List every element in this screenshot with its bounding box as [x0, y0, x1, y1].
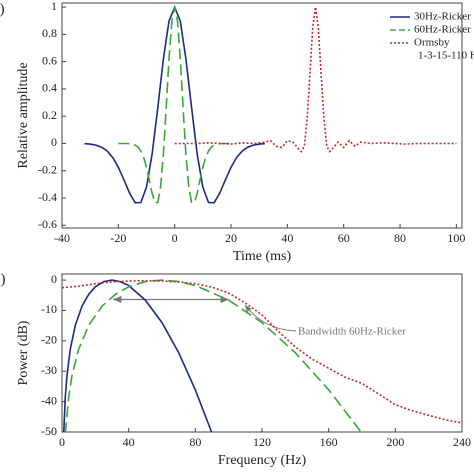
legend-subtext: 1-3-15-110 Hz: [418, 50, 474, 62]
x-tick-label: 40: [281, 231, 293, 245]
y-tick-label: 0.2: [42, 108, 57, 122]
x-tick-label: 160: [320, 435, 338, 449]
series-line: [62, 279, 462, 424]
y-tick-label: -50: [41, 424, 57, 438]
plot-frame: [61, 273, 463, 433]
y-tick-label: -0.6: [38, 217, 57, 231]
y-axis-label: Power (dB): [16, 320, 31, 385]
x-tick-label: -40: [54, 231, 70, 245]
x-tick-label: 40: [123, 435, 135, 449]
series-line: [118, 6, 231, 204]
y-tick-label: 0.6: [42, 53, 57, 67]
y-tick-label: -20: [41, 333, 57, 347]
annotation-arrow: [244, 304, 297, 332]
annotation: Bandwidth 60Hz-Ricker: [298, 326, 406, 338]
plot-frame: [61, 2, 463, 229]
y-tick-label: 0: [51, 272, 57, 286]
x-tick-label: 0: [172, 231, 178, 245]
y-tick-label: -10: [41, 302, 57, 316]
x-tick-label: 240: [453, 435, 471, 449]
x-tick-label: -20: [110, 231, 126, 245]
x-tick-label: 80: [394, 231, 406, 245]
series-line: [62, 279, 213, 432]
x-axis-label: Time (ms): [233, 249, 292, 264]
plot-area: [62, 279, 462, 432]
y-tick-label: 1: [51, 0, 57, 13]
x-tick-label: 0: [59, 435, 65, 449]
x-tick-label: 100: [447, 231, 465, 245]
y-tick-label: 0.4: [42, 81, 57, 95]
legend-label: 60Hz-Ricker: [414, 24, 471, 36]
y-tick-label: -0.2: [38, 162, 57, 176]
panel-label: a): [0, 1, 5, 17]
x-tick-label: 80: [189, 435, 201, 449]
x-tick-label: 200: [386, 435, 404, 449]
y-tick-label: -0.4: [38, 190, 57, 204]
y-tick-label: 0: [51, 135, 57, 149]
y-tick-label: -40: [41, 393, 57, 407]
series-line: [64, 279, 363, 432]
series-line: [84, 4, 265, 204]
panel-label: b): [0, 271, 6, 287]
x-tick-label: 60: [338, 231, 350, 245]
x-axis-label: Frequency (Hz): [218, 453, 307, 468]
plot-area: [84, 4, 457, 204]
y-tick-label: 0.8: [42, 26, 57, 40]
x-tick-label: 20: [225, 231, 237, 245]
legend-label: Ormsby: [414, 37, 450, 49]
x-tick-label: 120: [253, 435, 271, 449]
y-axis-label: Relative amplitude: [16, 62, 31, 168]
legend-label: 30Hz-Ricker: [414, 11, 471, 23]
y-tick-label: -30: [41, 363, 57, 377]
